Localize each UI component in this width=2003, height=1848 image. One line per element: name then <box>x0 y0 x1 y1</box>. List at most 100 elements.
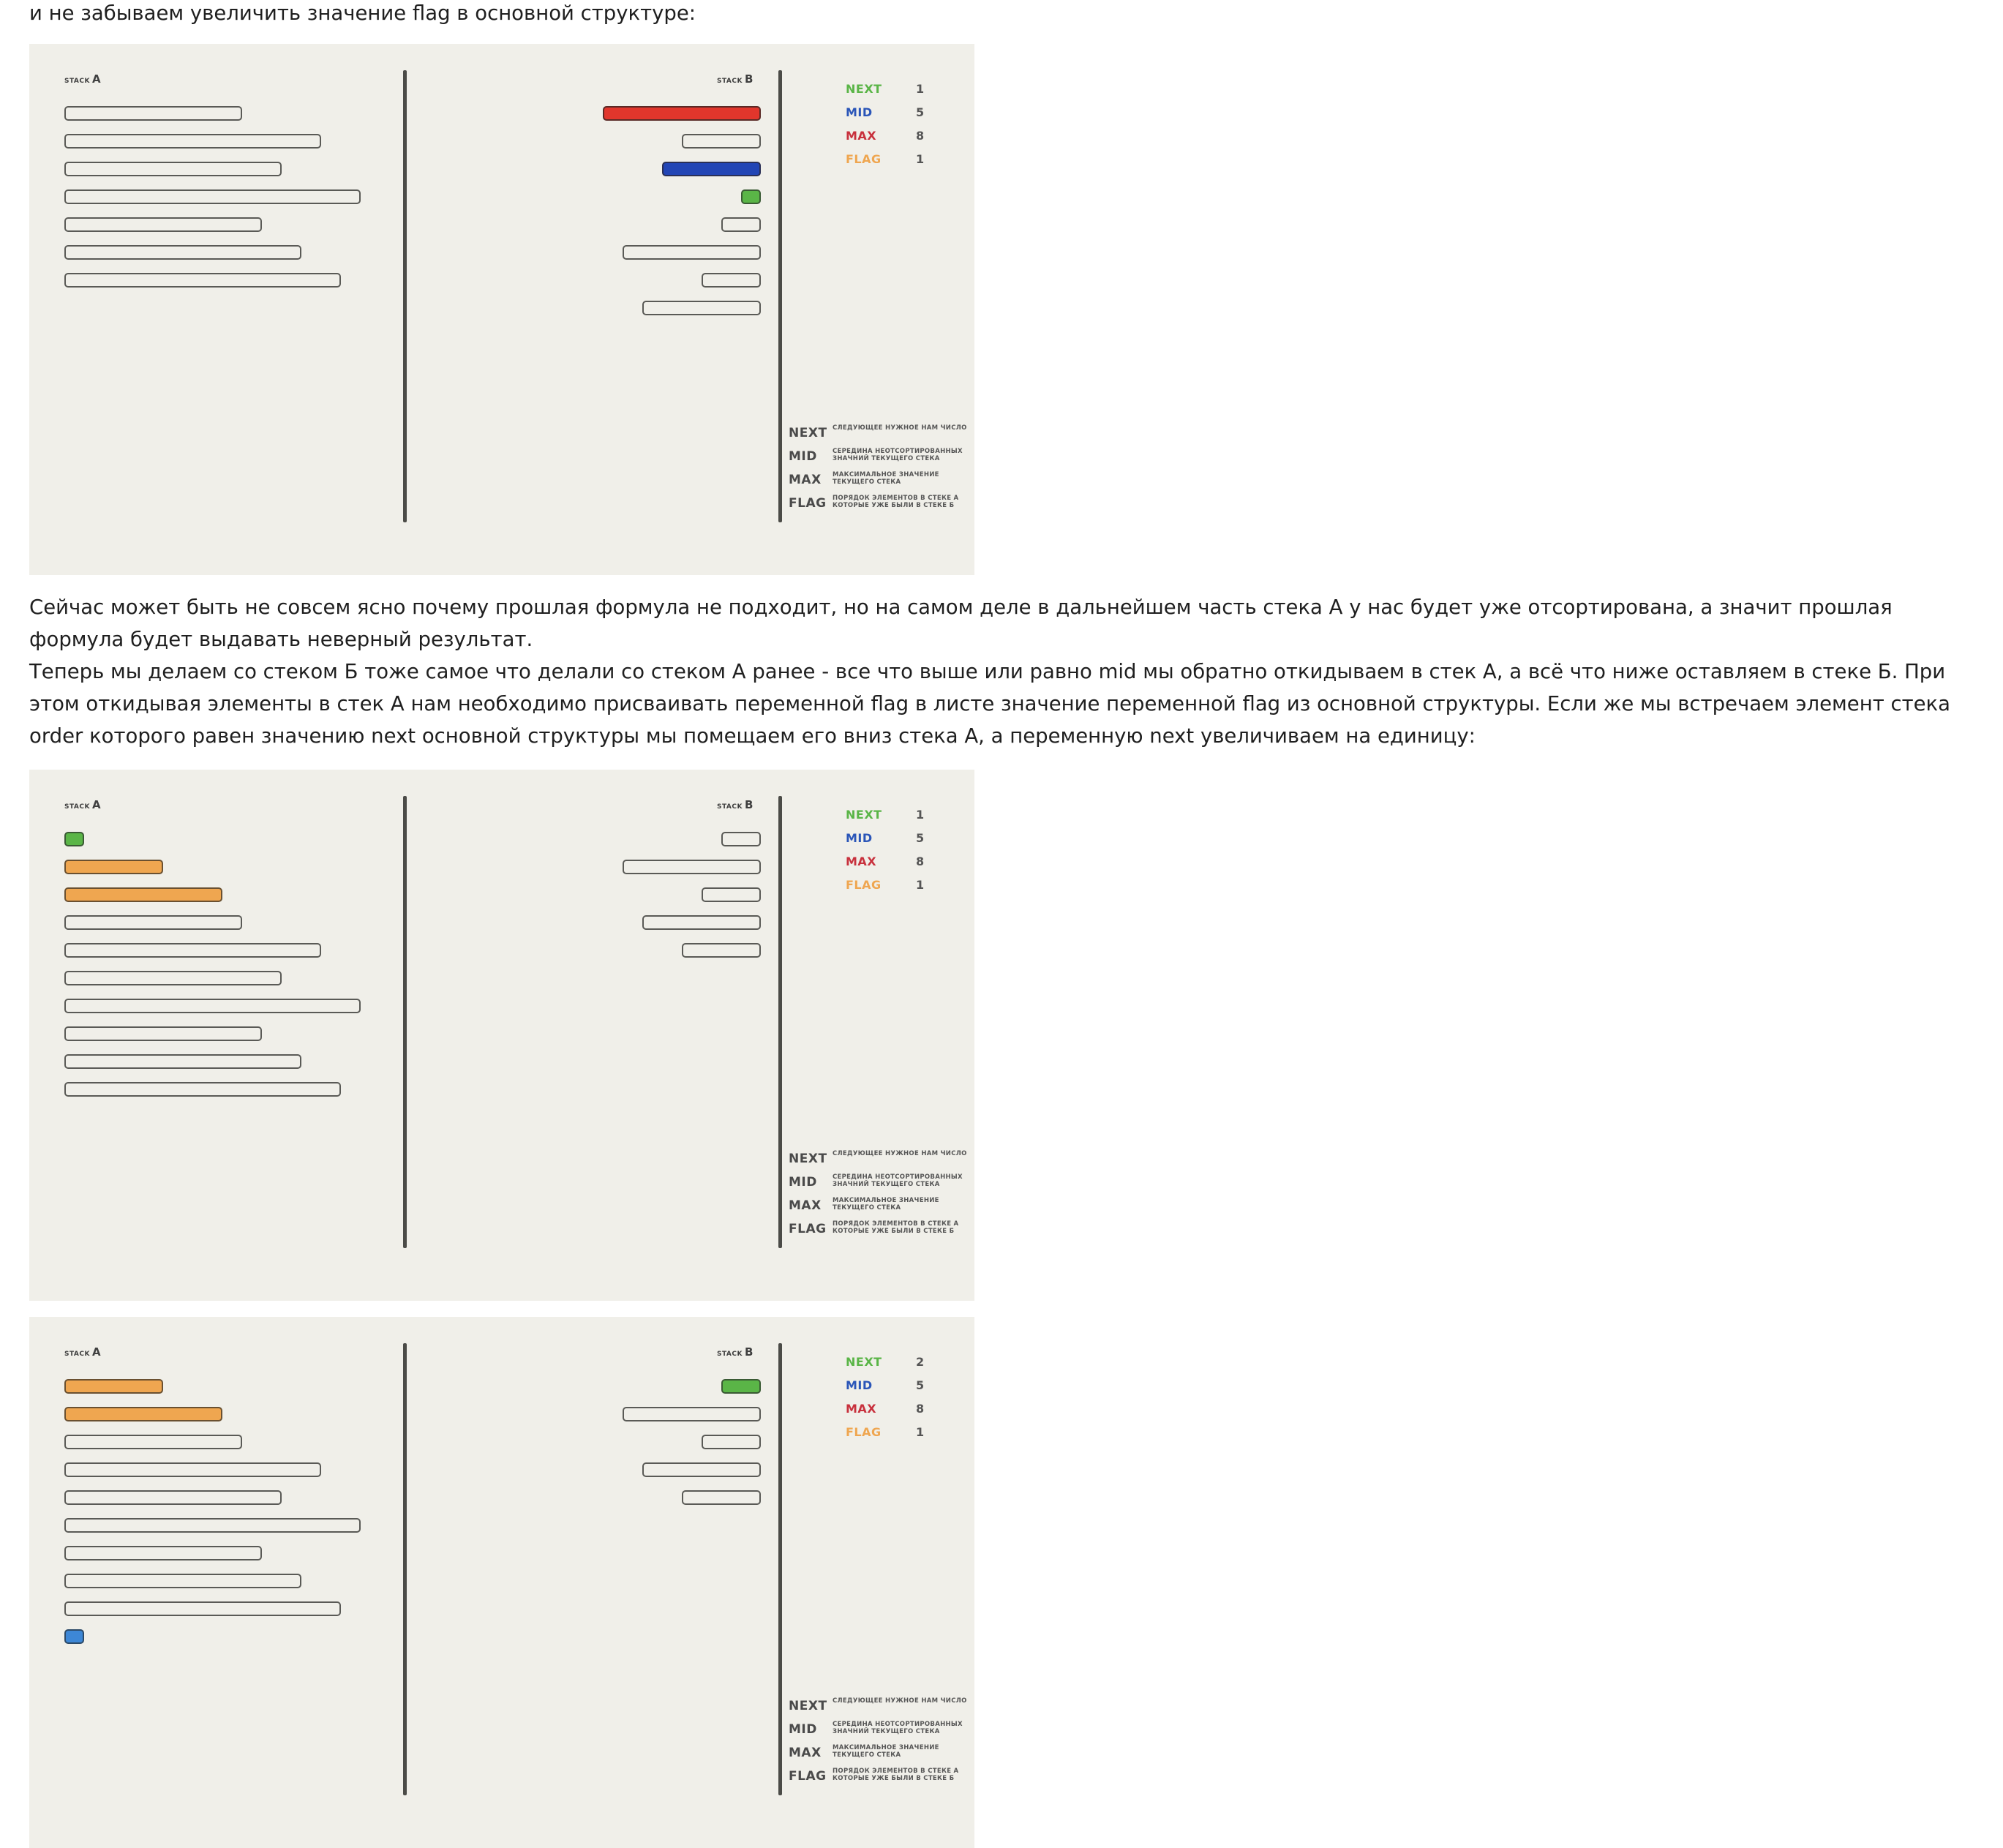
stack-a-element <box>64 1435 242 1449</box>
intro-paragraph: и не забываем увеличить значение flag в … <box>29 1 696 25</box>
stack-word: STACK <box>64 78 90 85</box>
stack-b-element <box>623 245 761 260</box>
var-max: MAX 8 <box>846 854 924 868</box>
stack-letter: A <box>91 798 101 811</box>
stack-a-element <box>64 860 163 874</box>
stack-diagram-2: STACK A STACK B NEXT 1 MID 5 MAX 8 FLAG 1 NEXT СЛЕДУЮ… <box>29 770 974 1301</box>
legend-key: NEXT <box>789 1699 827 1713</box>
stack-word: STACK <box>717 1351 743 1358</box>
stack-divider <box>403 1343 407 1795</box>
stack-b-label: STACK B <box>717 72 753 86</box>
legend-description: СЛЕДУЮЩЕЕ НУЖНОЕ НАМ ЧИСЛО <box>833 424 967 432</box>
stack-divider <box>403 70 407 522</box>
explanation-paragraph: Сейчас может быть не совсем ясно почему … <box>29 596 1950 748</box>
stack-a-label: STACK A <box>64 1345 101 1359</box>
stack-a-element <box>64 273 341 288</box>
legend-key: MAX <box>789 1746 822 1760</box>
var-flag-name: FLAG <box>846 878 882 892</box>
stack-a-label: STACK A <box>64 797 101 811</box>
stack-a-element <box>64 1054 301 1069</box>
stack-b-element <box>682 943 761 958</box>
var-next: NEXT 1 <box>846 808 924 822</box>
var-flag-name: FLAG <box>846 1425 882 1439</box>
stack-word: STACK <box>64 1351 90 1358</box>
var-flag-value: 1 <box>916 878 925 892</box>
var-next: NEXT 1 <box>846 82 924 96</box>
var-max-name: MAX <box>846 854 877 868</box>
stack-b-label: STACK B <box>717 797 753 811</box>
legend-key: MID <box>789 1722 817 1737</box>
stack-word: STACK <box>717 803 743 811</box>
var-max-name: MAX <box>846 1402 877 1416</box>
stack-letter: B <box>744 798 754 811</box>
legend-description: МАКСИМАЛЬНОЕ ЗНАЧЕНИЕ ТЕКУЩЕГО СТЕКА <box>833 1744 939 1759</box>
var-max: MAX 8 <box>846 129 924 143</box>
stack-b-element <box>702 1435 761 1449</box>
stack-a-element <box>64 1407 222 1421</box>
var-next-name: NEXT <box>846 82 882 96</box>
var-flag: FLAG 1 <box>846 1425 924 1439</box>
var-max-name: MAX <box>846 129 877 143</box>
stack-a-element <box>64 999 361 1013</box>
stack-b-element <box>721 217 761 232</box>
stack-word: STACK <box>717 78 743 85</box>
stack-b-element <box>642 301 761 315</box>
stack-b-element <box>702 273 761 288</box>
stack-b-element <box>682 1490 761 1505</box>
legend-key: MAX <box>789 1198 822 1213</box>
stack-b-element <box>623 1407 761 1421</box>
var-max-value: 8 <box>916 129 925 143</box>
stack-b-element <box>603 106 761 121</box>
stack-a-element <box>64 943 321 958</box>
stack-diagram-1: STACK A STACK B NEXT 1 MID 5 MAX 8 FLAG 1 NEXT СЛЕДУЮ… <box>29 44 974 575</box>
var-flag-value: 1 <box>916 1425 925 1439</box>
var-mid-value: 5 <box>916 831 925 845</box>
legend-key: MID <box>789 1175 817 1190</box>
legend-key: MID <box>789 449 817 464</box>
stack-a-element <box>64 189 361 204</box>
stack-letter: A <box>91 1345 101 1359</box>
var-flag-value: 1 <box>916 152 925 166</box>
stack-a-element <box>64 915 242 930</box>
stack-a-element <box>64 1601 341 1616</box>
var-next-value: 1 <box>916 808 925 822</box>
stack-a-element <box>64 106 242 121</box>
stack-letter: B <box>744 1345 754 1359</box>
stack-a-element <box>64 1082 341 1097</box>
var-max-value: 8 <box>916 854 925 868</box>
stack-b-element <box>642 915 761 930</box>
stack-a-element <box>64 1546 262 1560</box>
var-mid-name: MID <box>846 105 873 119</box>
var-mid: MID 5 <box>846 831 924 845</box>
stack-a-element <box>64 1379 163 1394</box>
legend-description: СЕРЕДИНА НЕОТСОРТИРОВАННЫХ ЗНАЧНИЙ ТЕКУЩ… <box>833 1721 963 1735</box>
stack-b-element <box>662 162 761 176</box>
var-flag: FLAG 1 <box>846 152 924 166</box>
stack-divider <box>403 796 407 1248</box>
legend-description: СЕРЕДИНА НЕОТСОРТИРОВАННЫХ ЗНАЧНИЙ ТЕКУЩ… <box>833 448 963 462</box>
stack-a-element <box>64 971 282 985</box>
var-mid-value: 5 <box>916 105 925 119</box>
legend-description: МАКСИМАЛЬНОЕ ЗНАЧЕНИЕ ТЕКУЩЕГО СТЕКА <box>833 1197 939 1212</box>
var-max: MAX 8 <box>846 1402 924 1416</box>
stack-a-element <box>64 1629 84 1644</box>
stack-b-element <box>721 832 761 846</box>
stack-a-element <box>64 1026 262 1041</box>
var-next-name: NEXT <box>846 1355 882 1369</box>
legend-description: ПОРЯДОК ЭЛЕМЕНТОВ В СТЕКЕ А КОТОРЫЕ УЖЕ … <box>833 1220 959 1235</box>
legend-description: СЛЕДУЮЩЕЕ НУЖНОЕ НАМ ЧИСЛО <box>833 1150 967 1157</box>
legend-description: ПОРЯДОК ЭЛЕМЕНТОВ В СТЕКЕ А КОТОРЫЕ УЖЕ … <box>833 1768 959 1782</box>
legend-description: МАКСИМАЛЬНОЕ ЗНАЧЕНИЕ ТЕКУЩЕГО СТЕКА <box>833 471 939 486</box>
stack-a-element <box>64 1462 321 1477</box>
stack-b-label: STACK B <box>717 1345 753 1359</box>
stack-a-element <box>64 1490 282 1505</box>
var-max-value: 8 <box>916 1402 925 1416</box>
var-mid: MID 5 <box>846 105 924 119</box>
stack-diagram-3: STACK A STACK B NEXT 2 MID 5 MAX 8 FLAG 1 NEXT СЛЕДУЮ… <box>29 1317 974 1848</box>
var-next-value: 1 <box>916 82 925 96</box>
stack-b-element <box>702 887 761 902</box>
stack-a-element <box>64 217 262 232</box>
legend-key: NEXT <box>789 426 827 440</box>
legend-key: NEXT <box>789 1152 827 1166</box>
stack-a-element <box>64 887 222 902</box>
